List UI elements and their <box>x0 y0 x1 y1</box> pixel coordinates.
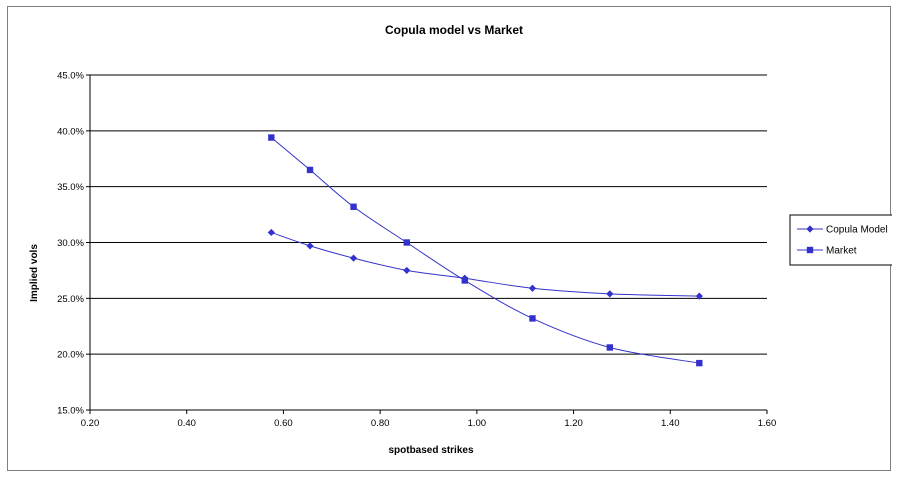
y-tick-label: 15.0% <box>57 406 84 417</box>
y-tick-label: 35.0% <box>57 182 84 193</box>
legend-marker-copula-model <box>806 225 814 233</box>
grid-layer <box>90 74 767 411</box>
x-axis-label: spotbased strikes <box>388 445 473 456</box>
data-point-market <box>696 359 703 367</box>
data-point-copula-model <box>306 242 314 250</box>
data-point-copula-model <box>267 228 275 237</box>
data-point-copula-model <box>695 292 703 300</box>
y-tick-label: 20.0% <box>57 350 84 361</box>
series-layer <box>267 134 703 367</box>
x-tick-label: 1.40 <box>661 418 680 429</box>
x-tick-label: 0.40 <box>177 418 196 429</box>
chart-svg: Copula model vs Market 15.0% 20.0% 25.0% 30… <box>29 23 892 456</box>
data-point-market <box>306 166 314 174</box>
y-tick-label: 45.0% <box>57 71 84 82</box>
chart-frame: Copula model vs Market 15.0% 20.0% 25.0% 30… <box>7 6 892 471</box>
data-point-market <box>529 315 536 322</box>
data-point-market <box>606 344 614 351</box>
y-tick-label: 25.0% <box>57 294 84 305</box>
axis-layer: 15.0% 20.0% 25.0% 30.0% 35.0% 40.0% 45.0% 0.20 0… <box>57 71 776 430</box>
x-tick-label: 0.80 <box>371 418 390 429</box>
y-axis-label: Implied vols <box>29 244 40 302</box>
x-tick-label: 1.60 <box>758 418 777 429</box>
x-tick-label: 0.20 <box>81 418 100 429</box>
data-point-copula-model <box>606 290 614 298</box>
legend-box <box>789 214 892 266</box>
data-point-market <box>461 277 468 284</box>
data-point-copula-model <box>528 284 537 292</box>
series-line-copula-model <box>271 231 700 297</box>
legend-label-market: Market <box>826 246 857 257</box>
data-point-market <box>268 134 275 141</box>
legend-marker-market <box>806 246 814 254</box>
x-tick-label: 1.00 <box>468 418 487 429</box>
series-market <box>268 134 703 367</box>
data-point-market <box>350 203 357 210</box>
y-tick-label: 30.0% <box>57 238 84 249</box>
x-tick-label: 1.20 <box>564 418 583 429</box>
x-tick-label: 0.60 <box>274 418 293 429</box>
legend: Copula Model Market <box>789 214 892 266</box>
series-line-market <box>271 137 700 364</box>
data-point-market <box>403 239 410 246</box>
chart-title: Copula model vs Market <box>385 23 523 37</box>
y-tick-label: 40.0% <box>57 126 84 137</box>
data-point-copula-model <box>349 254 358 262</box>
series-copula-model <box>267 228 703 300</box>
data-point-copula-model <box>403 266 411 275</box>
legend-label-copula-model: Copula Model <box>826 225 888 236</box>
